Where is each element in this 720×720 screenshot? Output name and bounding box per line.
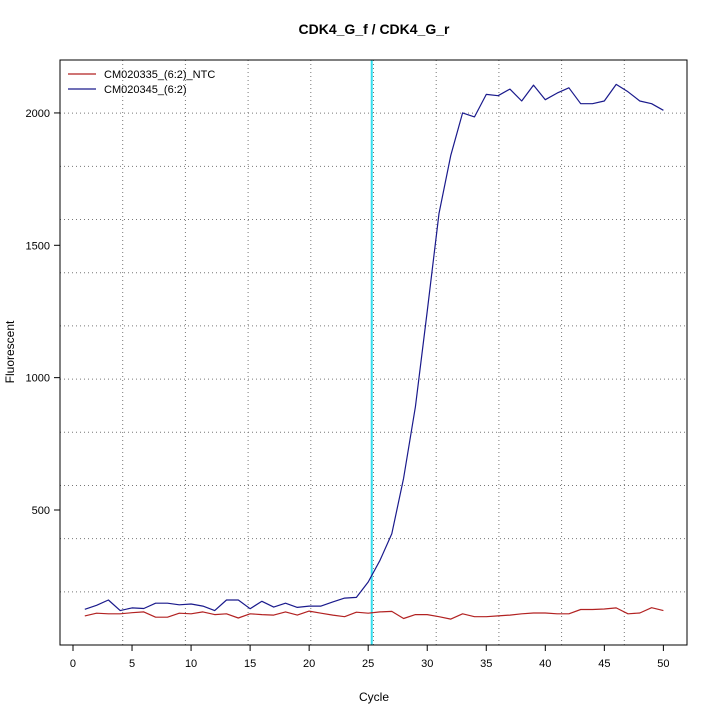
y-tick-label: 1500 — [26, 240, 50, 252]
series-line-1 — [84, 607, 664, 620]
x-tick-label: 25 — [362, 658, 374, 670]
x-tick-label: 40 — [539, 658, 551, 670]
x-tick-label: 10 — [185, 658, 197, 670]
series-group — [84, 83, 664, 620]
legend-label-2: CM020345_(6:2) — [104, 84, 187, 96]
x-axis-label: Cycle — [359, 690, 389, 704]
y-tick-label: 2000 — [26, 108, 50, 120]
x-tick-label: 5 — [129, 658, 135, 670]
y-tick-label: 1000 — [26, 373, 50, 385]
x-tick-label: 0 — [70, 658, 76, 670]
y-axis-label: Fluorescent — [3, 320, 17, 383]
legend-label-1: CM020335_(6:2)_NTC — [104, 69, 215, 81]
x-tick-label: 45 — [598, 658, 610, 670]
x-tick-label: 15 — [244, 658, 256, 670]
axes: 0 5 10 15 20 25 30 35 40 45 50 500 1000 1500 2000 — [26, 108, 670, 670]
plot-frame — [59, 59, 688, 646]
x-tick-label: 20 — [303, 658, 315, 670]
x-tick-label: 35 — [480, 658, 492, 670]
grid — [60, 60, 687, 645]
x-tick-label: 50 — [657, 658, 669, 670]
legend: CM020335_(6:2)_NTC CM020345_(6:2) — [68, 69, 215, 96]
x-tick-label: 30 — [421, 658, 433, 670]
chart-title: CDK4_G_f / CDK4_G_r — [299, 21, 450, 37]
series-line-2 — [84, 83, 664, 612]
y-tick-label: 500 — [32, 505, 50, 517]
